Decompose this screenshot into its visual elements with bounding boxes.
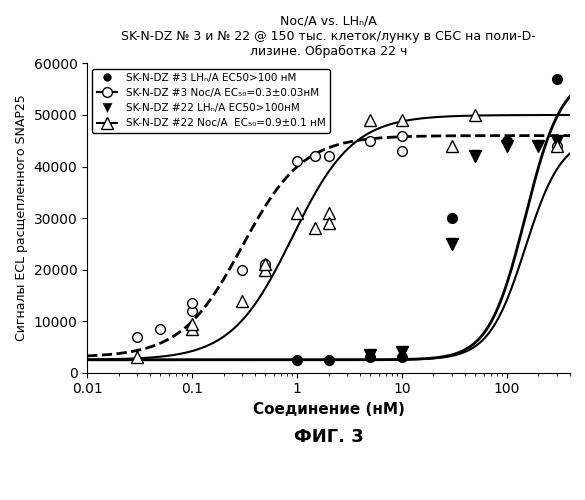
Y-axis label: Сигналы ECL расщепленного SNAP25: Сигналы ECL расщепленного SNAP25: [15, 94, 28, 342]
Text: ФИГ. 3: ФИГ. 3: [294, 428, 363, 446]
Title: Noc/A vs. LHₙ/A
SK-N-DZ № 3 и № 22 @ 150 тыс. клеток/лунку в СБС на поли-D-
лизи: Noc/A vs. LHₙ/A SK-N-DZ № 3 и № 22 @ 150…: [121, 15, 536, 58]
X-axis label: Соединение (нМ): Соединение (нМ): [253, 402, 404, 417]
Legend: SK-N-DZ #3 LHₙ/A EC50>100 нМ, SK-N-DZ #3 Noc/A EC₅₀=0.3±0.03нМ, SK-N-DZ #22 LHₙ/: SK-N-DZ #3 LHₙ/A EC50>100 нМ, SK-N-DZ #3…: [92, 68, 329, 132]
